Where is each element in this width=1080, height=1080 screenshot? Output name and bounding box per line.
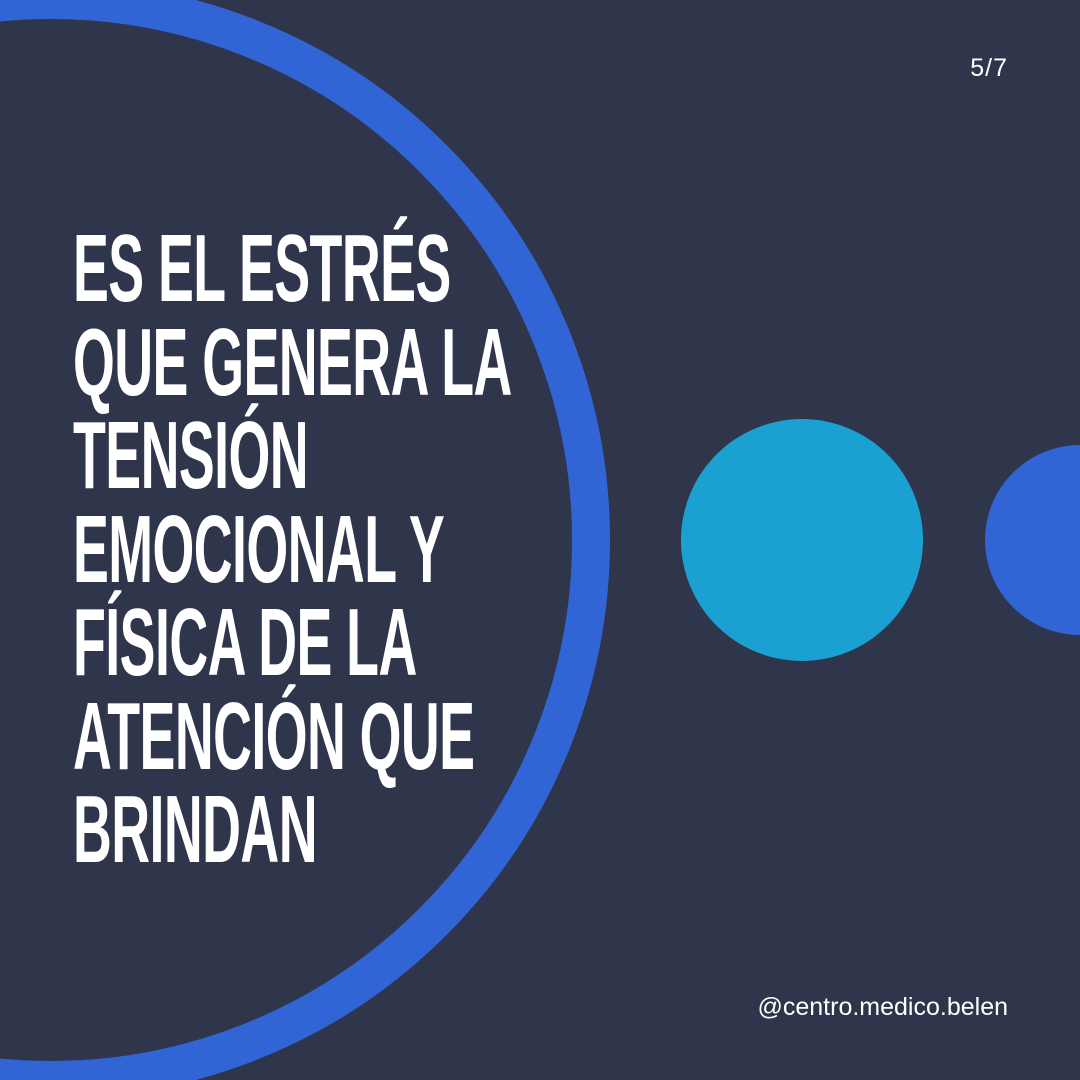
headline-line: EMOCIONAL Y [73, 495, 445, 603]
blue-circle [985, 445, 1080, 635]
headline-line: QUE GENERA LA [73, 308, 512, 416]
headline: ES EL ESTRÉS QUE GENERA LA TENSIÓN EMOCI… [73, 215, 857, 883]
headline-line: ES EL ESTRÉS [73, 215, 451, 322]
social-handle: @centro.medico.belen [757, 993, 1008, 1021]
large-blue-ring [0, 0, 610, 1080]
cyan-circle [681, 419, 923, 661]
slide-counter: 5/7 [970, 54, 1008, 82]
headline-line: FÍSICA DE LA [73, 589, 417, 696]
headline-line: TENSIÓN [73, 402, 309, 509]
headline-line: ATENCIÓN QUE [73, 682, 475, 790]
headline-line: BRINDAN [73, 776, 318, 883]
